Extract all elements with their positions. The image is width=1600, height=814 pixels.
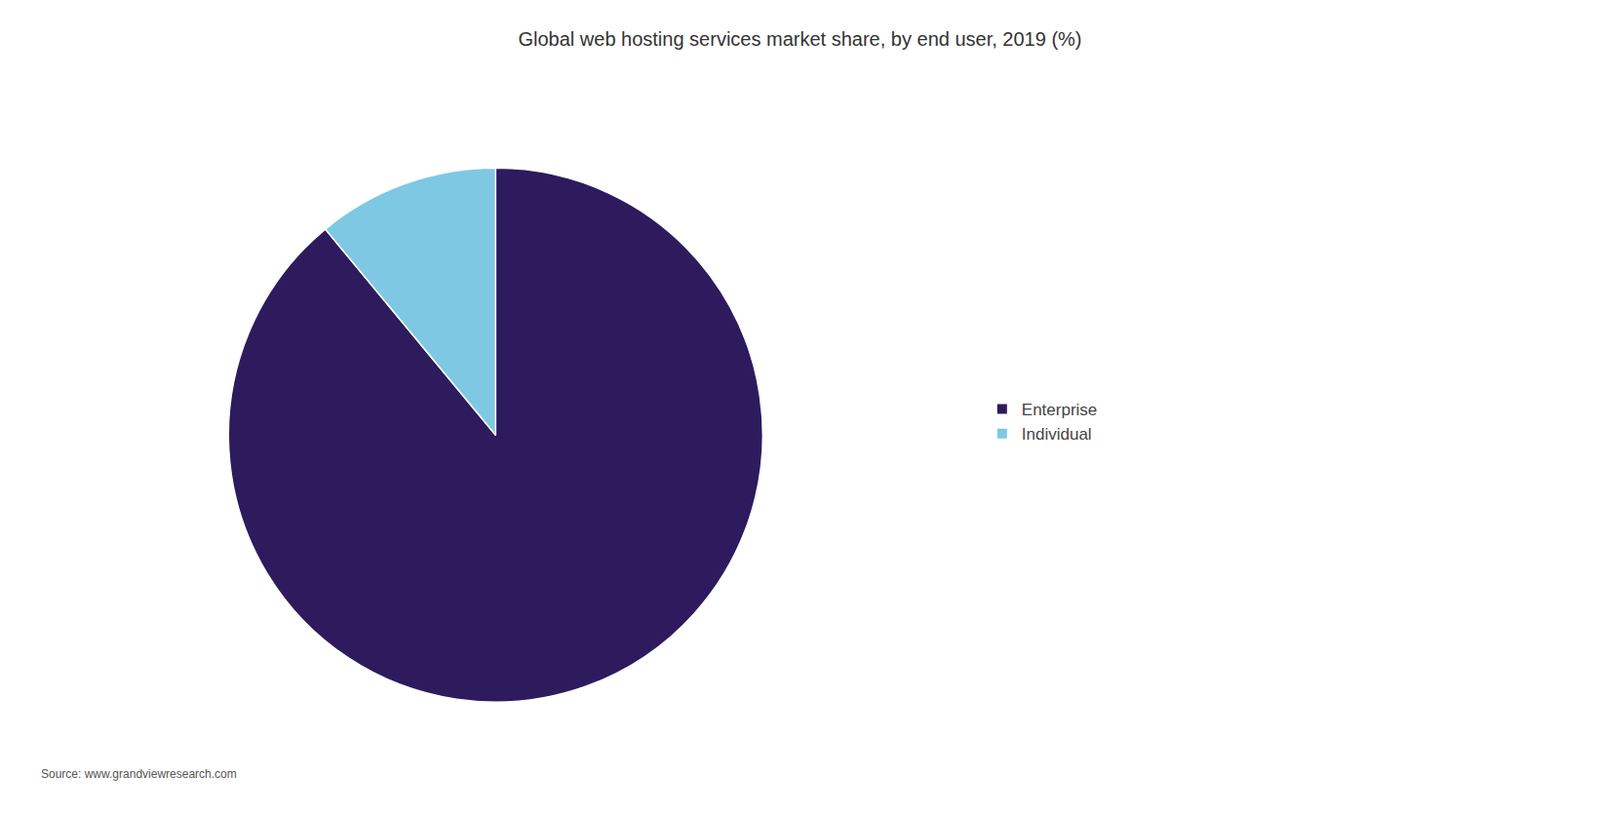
svg-text:Enterprise: Enterprise: [1021, 400, 1097, 420]
svg-text:Individual: Individual: [1021, 425, 1093, 444]
svg-text:Source: www.grandviewresearch.: Source: www.grandviewresearch.com: [40, 767, 237, 781]
svg-text:Global web hosting services ma: Global web hosting services market share…: [517, 28, 1082, 50]
